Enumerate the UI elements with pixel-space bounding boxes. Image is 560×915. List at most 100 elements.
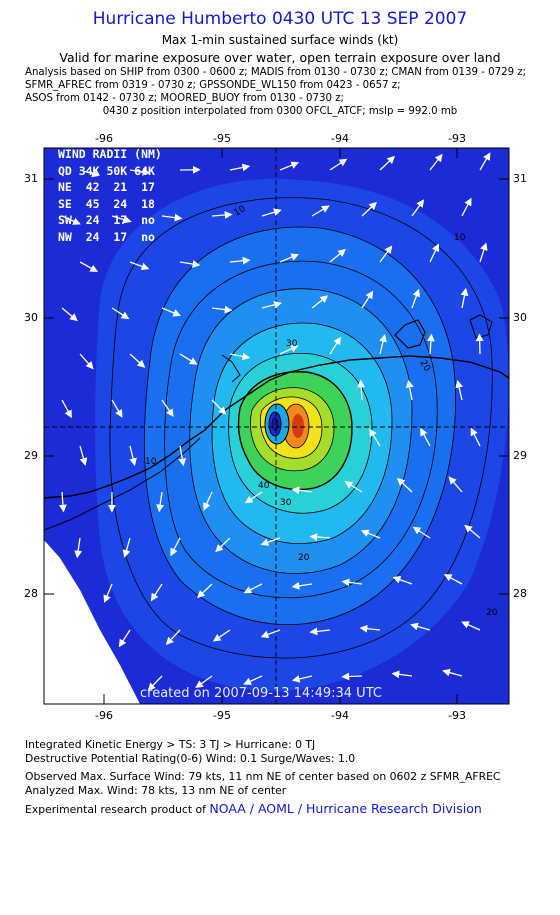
wind-arrow bbox=[203, 491, 213, 511]
wind-arrow bbox=[103, 583, 113, 604]
valid-note: Valid for marine exposure over water, op… bbox=[59, 50, 501, 65]
wind-arrow bbox=[229, 256, 251, 265]
wind-arrow bbox=[464, 524, 481, 539]
wind-arrow bbox=[391, 670, 413, 679]
wind-arrow bbox=[150, 583, 163, 602]
wind-arrow bbox=[359, 624, 381, 633]
contour-label: 40 bbox=[258, 481, 270, 491]
wind-arrow bbox=[410, 622, 431, 631]
analyzed-max-line: Analyzed Max. Wind: 78 kts, 13 nm NE of … bbox=[25, 784, 287, 797]
contour-label: 20 bbox=[486, 608, 498, 618]
wind-arrow bbox=[74, 537, 83, 559]
wind-arrow bbox=[405, 379, 414, 401]
wind-arrow bbox=[147, 675, 163, 691]
wind-arrow bbox=[360, 529, 381, 539]
wind-radii-header: WIND RADII (NM) bbox=[58, 147, 162, 161]
lon-tick: -93 bbox=[448, 132, 466, 145]
lon-tick: -94 bbox=[331, 132, 349, 145]
wind-arrow bbox=[59, 491, 67, 513]
wind-arrow bbox=[100, 675, 113, 693]
wind-arrow bbox=[411, 288, 421, 309]
wind-arrow bbox=[279, 345, 299, 355]
wind-arrow bbox=[392, 576, 413, 585]
wind-arrow bbox=[71, 629, 81, 649]
research-prefix: Experimental research product of bbox=[25, 803, 206, 816]
contour-label: 30 bbox=[286, 339, 298, 349]
wind-arrow bbox=[411, 199, 425, 217]
lat-tick: 31 bbox=[513, 172, 527, 185]
wind-radii-table: WIND RADII (NM) QD 34K 50K 64K NE 42 21 … bbox=[58, 146, 162, 245]
wind-arrow bbox=[279, 161, 300, 171]
wind-arrow bbox=[118, 629, 131, 648]
wind-arrow bbox=[311, 205, 330, 217]
wind-arrow bbox=[427, 333, 435, 355]
wind-arrow bbox=[161, 399, 174, 417]
wind-arrow bbox=[178, 445, 187, 467]
wind-arrow bbox=[129, 445, 137, 467]
wind-arrow bbox=[170, 537, 181, 557]
wind-arrow bbox=[291, 486, 313, 495]
wind-arrow bbox=[197, 583, 213, 599]
wind-arrow bbox=[260, 629, 281, 639]
wind-arrow bbox=[379, 155, 396, 171]
contour-label: 30 bbox=[280, 498, 292, 508]
wind-arrow bbox=[161, 213, 183, 222]
wind-arrow bbox=[61, 307, 78, 322]
created-timestamp: created on 2007-09-13 14:49:34 UTC bbox=[140, 686, 382, 701]
wind-arrow bbox=[79, 261, 99, 272]
wind-arrow bbox=[156, 491, 164, 513]
wind-arrow bbox=[111, 307, 130, 320]
ike-line: Integrated Kinetic Energy > TS: 3 TJ > H… bbox=[25, 738, 316, 751]
wind-arrow bbox=[215, 537, 231, 553]
wind-radii-row: NE 42 21 17 bbox=[58, 180, 155, 194]
wind-arrow bbox=[470, 427, 481, 447]
wind-arrow bbox=[479, 242, 488, 263]
lon-tick: -96 bbox=[95, 132, 113, 145]
wind-arrow bbox=[361, 201, 377, 217]
wind-arrow bbox=[129, 261, 150, 271]
wind-arrow bbox=[212, 629, 231, 642]
lon-tick: -94 bbox=[331, 709, 349, 722]
wind-arrow bbox=[396, 477, 413, 493]
wind-arrow bbox=[369, 428, 381, 447]
wind-arrow bbox=[260, 537, 281, 546]
wind-arrow bbox=[244, 491, 263, 504]
wind-arrow bbox=[229, 352, 251, 361]
wind-arrow bbox=[129, 168, 151, 176]
wind-radii-row: NW 24 17 no bbox=[58, 229, 155, 244]
wind-arrow bbox=[52, 675, 63, 695]
wind-arrow bbox=[412, 526, 431, 539]
observed-max-line: Observed Max. Surface Wind: 79 kts, 11 n… bbox=[25, 770, 501, 783]
wind-arrow bbox=[461, 197, 472, 217]
wind-arrow bbox=[129, 353, 146, 368]
source-line-1: Analysis based on SHIP from 0300 - 0600 … bbox=[25, 67, 527, 78]
wind-arrow bbox=[291, 675, 313, 683]
wind-radii-row: SW 24 17 no bbox=[58, 213, 155, 227]
map-subtitle: Max 1-min sustained surface winds (kt) bbox=[161, 33, 399, 47]
wind-arrow bbox=[261, 301, 282, 309]
lon-tick: -96 bbox=[95, 709, 113, 722]
lat-tick: 31 bbox=[24, 172, 38, 185]
wind-arrow bbox=[261, 208, 282, 217]
no-data-region bbox=[44, 540, 140, 704]
map-title: Hurricane Humberto 0430 UTC 13 SEP 2007 bbox=[92, 9, 468, 29]
wind-arrow bbox=[179, 353, 198, 365]
wind-arrow bbox=[357, 379, 366, 401]
wind-arrow bbox=[442, 668, 463, 677]
wind-arrow bbox=[329, 336, 342, 355]
wind-arrow bbox=[61, 215, 81, 225]
wind-arrow bbox=[211, 211, 233, 219]
wind-arrow bbox=[111, 215, 132, 224]
wind-arrow bbox=[211, 399, 227, 415]
wind-arrow bbox=[79, 353, 94, 370]
position-note: 0430 z position interpolated from 0300 O… bbox=[102, 106, 458, 117]
lat-tick: 29 bbox=[24, 449, 38, 462]
hrd-link[interactable]: NOAA / AOML / Hurricane Research Divisio… bbox=[209, 801, 482, 816]
wind-arrow bbox=[429, 243, 440, 263]
wind-arrow bbox=[165, 629, 181, 645]
wind-arrow bbox=[311, 295, 329, 309]
map-frame bbox=[43, 147, 510, 705]
wind-arrow bbox=[111, 399, 123, 418]
wind-arrow bbox=[54, 583, 63, 604]
